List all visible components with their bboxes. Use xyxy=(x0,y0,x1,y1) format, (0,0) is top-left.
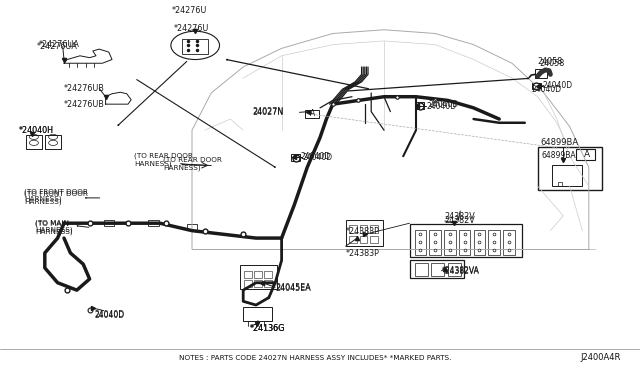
Text: (TO FRONT DOOR
HARNESS): (TO FRONT DOOR HARNESS) xyxy=(24,188,88,202)
Text: (TO REAR DOOR
HARNESS): (TO REAR DOOR HARNESS) xyxy=(163,157,222,171)
Text: *24136G: *24136G xyxy=(250,324,285,333)
Text: *24383P: *24383P xyxy=(346,227,380,236)
Text: 24045EA: 24045EA xyxy=(275,283,311,292)
Text: *24276UB: *24276UB xyxy=(64,100,105,109)
Text: (TO REAR DOOR
HARNESS): (TO REAR DOOR HARNESS) xyxy=(134,153,193,167)
Text: 24382V: 24382V xyxy=(445,212,476,221)
Text: *24276UA: *24276UA xyxy=(38,40,79,49)
Text: NOTES : PARTS CODE 24027N HARNESS ASSY INCLUDES* *MARKED PARTS.: NOTES : PARTS CODE 24027N HARNESS ASSY I… xyxy=(179,355,452,361)
Text: A: A xyxy=(310,109,315,118)
Text: 24040D: 24040D xyxy=(95,310,125,319)
Text: 24058: 24058 xyxy=(539,59,564,68)
Text: (TO FRONT DOOR
HARNESS): (TO FRONT DOOR HARNESS) xyxy=(24,191,88,205)
Text: *24040H: *24040H xyxy=(19,126,54,135)
Text: 64899BA: 64899BA xyxy=(540,138,579,147)
Text: 24040D: 24040D xyxy=(531,85,561,94)
Text: (TO MAIN
HARNESS): (TO MAIN HARNESS) xyxy=(35,221,73,235)
Text: *24276UB: *24276UB xyxy=(64,84,105,93)
Text: *24276U: *24276U xyxy=(174,24,209,33)
Text: *24276U: *24276U xyxy=(172,6,207,15)
Text: *24382VA: *24382VA xyxy=(442,266,479,275)
Text: (TO MAIN
HARNESS): (TO MAIN HARNESS) xyxy=(35,219,73,233)
Text: *24382VA: *24382VA xyxy=(442,267,479,276)
Text: 24045EA: 24045EA xyxy=(275,284,311,293)
Text: 24040D: 24040D xyxy=(301,152,331,161)
Text: *24136G: *24136G xyxy=(250,324,285,333)
Text: J2400A4R: J2400A4R xyxy=(580,353,621,362)
Text: 24040D: 24040D xyxy=(429,100,459,109)
Text: 24040D: 24040D xyxy=(302,153,332,162)
Text: *24040H: *24040H xyxy=(19,126,54,135)
Text: 24058: 24058 xyxy=(538,57,563,66)
Text: 24382V: 24382V xyxy=(445,217,476,225)
Text: 24027N: 24027N xyxy=(253,107,284,116)
Text: *24276UA: *24276UA xyxy=(37,42,78,51)
Text: 24040D: 24040D xyxy=(426,102,456,110)
Text: A: A xyxy=(584,150,590,158)
Text: *24136G: *24136G xyxy=(250,324,285,333)
Text: 64899BA: 64899BA xyxy=(541,151,576,160)
Text: *24383P: *24383P xyxy=(346,249,380,258)
Text: 24027N: 24027N xyxy=(253,108,284,117)
Text: 24040D: 24040D xyxy=(543,81,573,90)
Text: 24040D: 24040D xyxy=(95,311,125,320)
